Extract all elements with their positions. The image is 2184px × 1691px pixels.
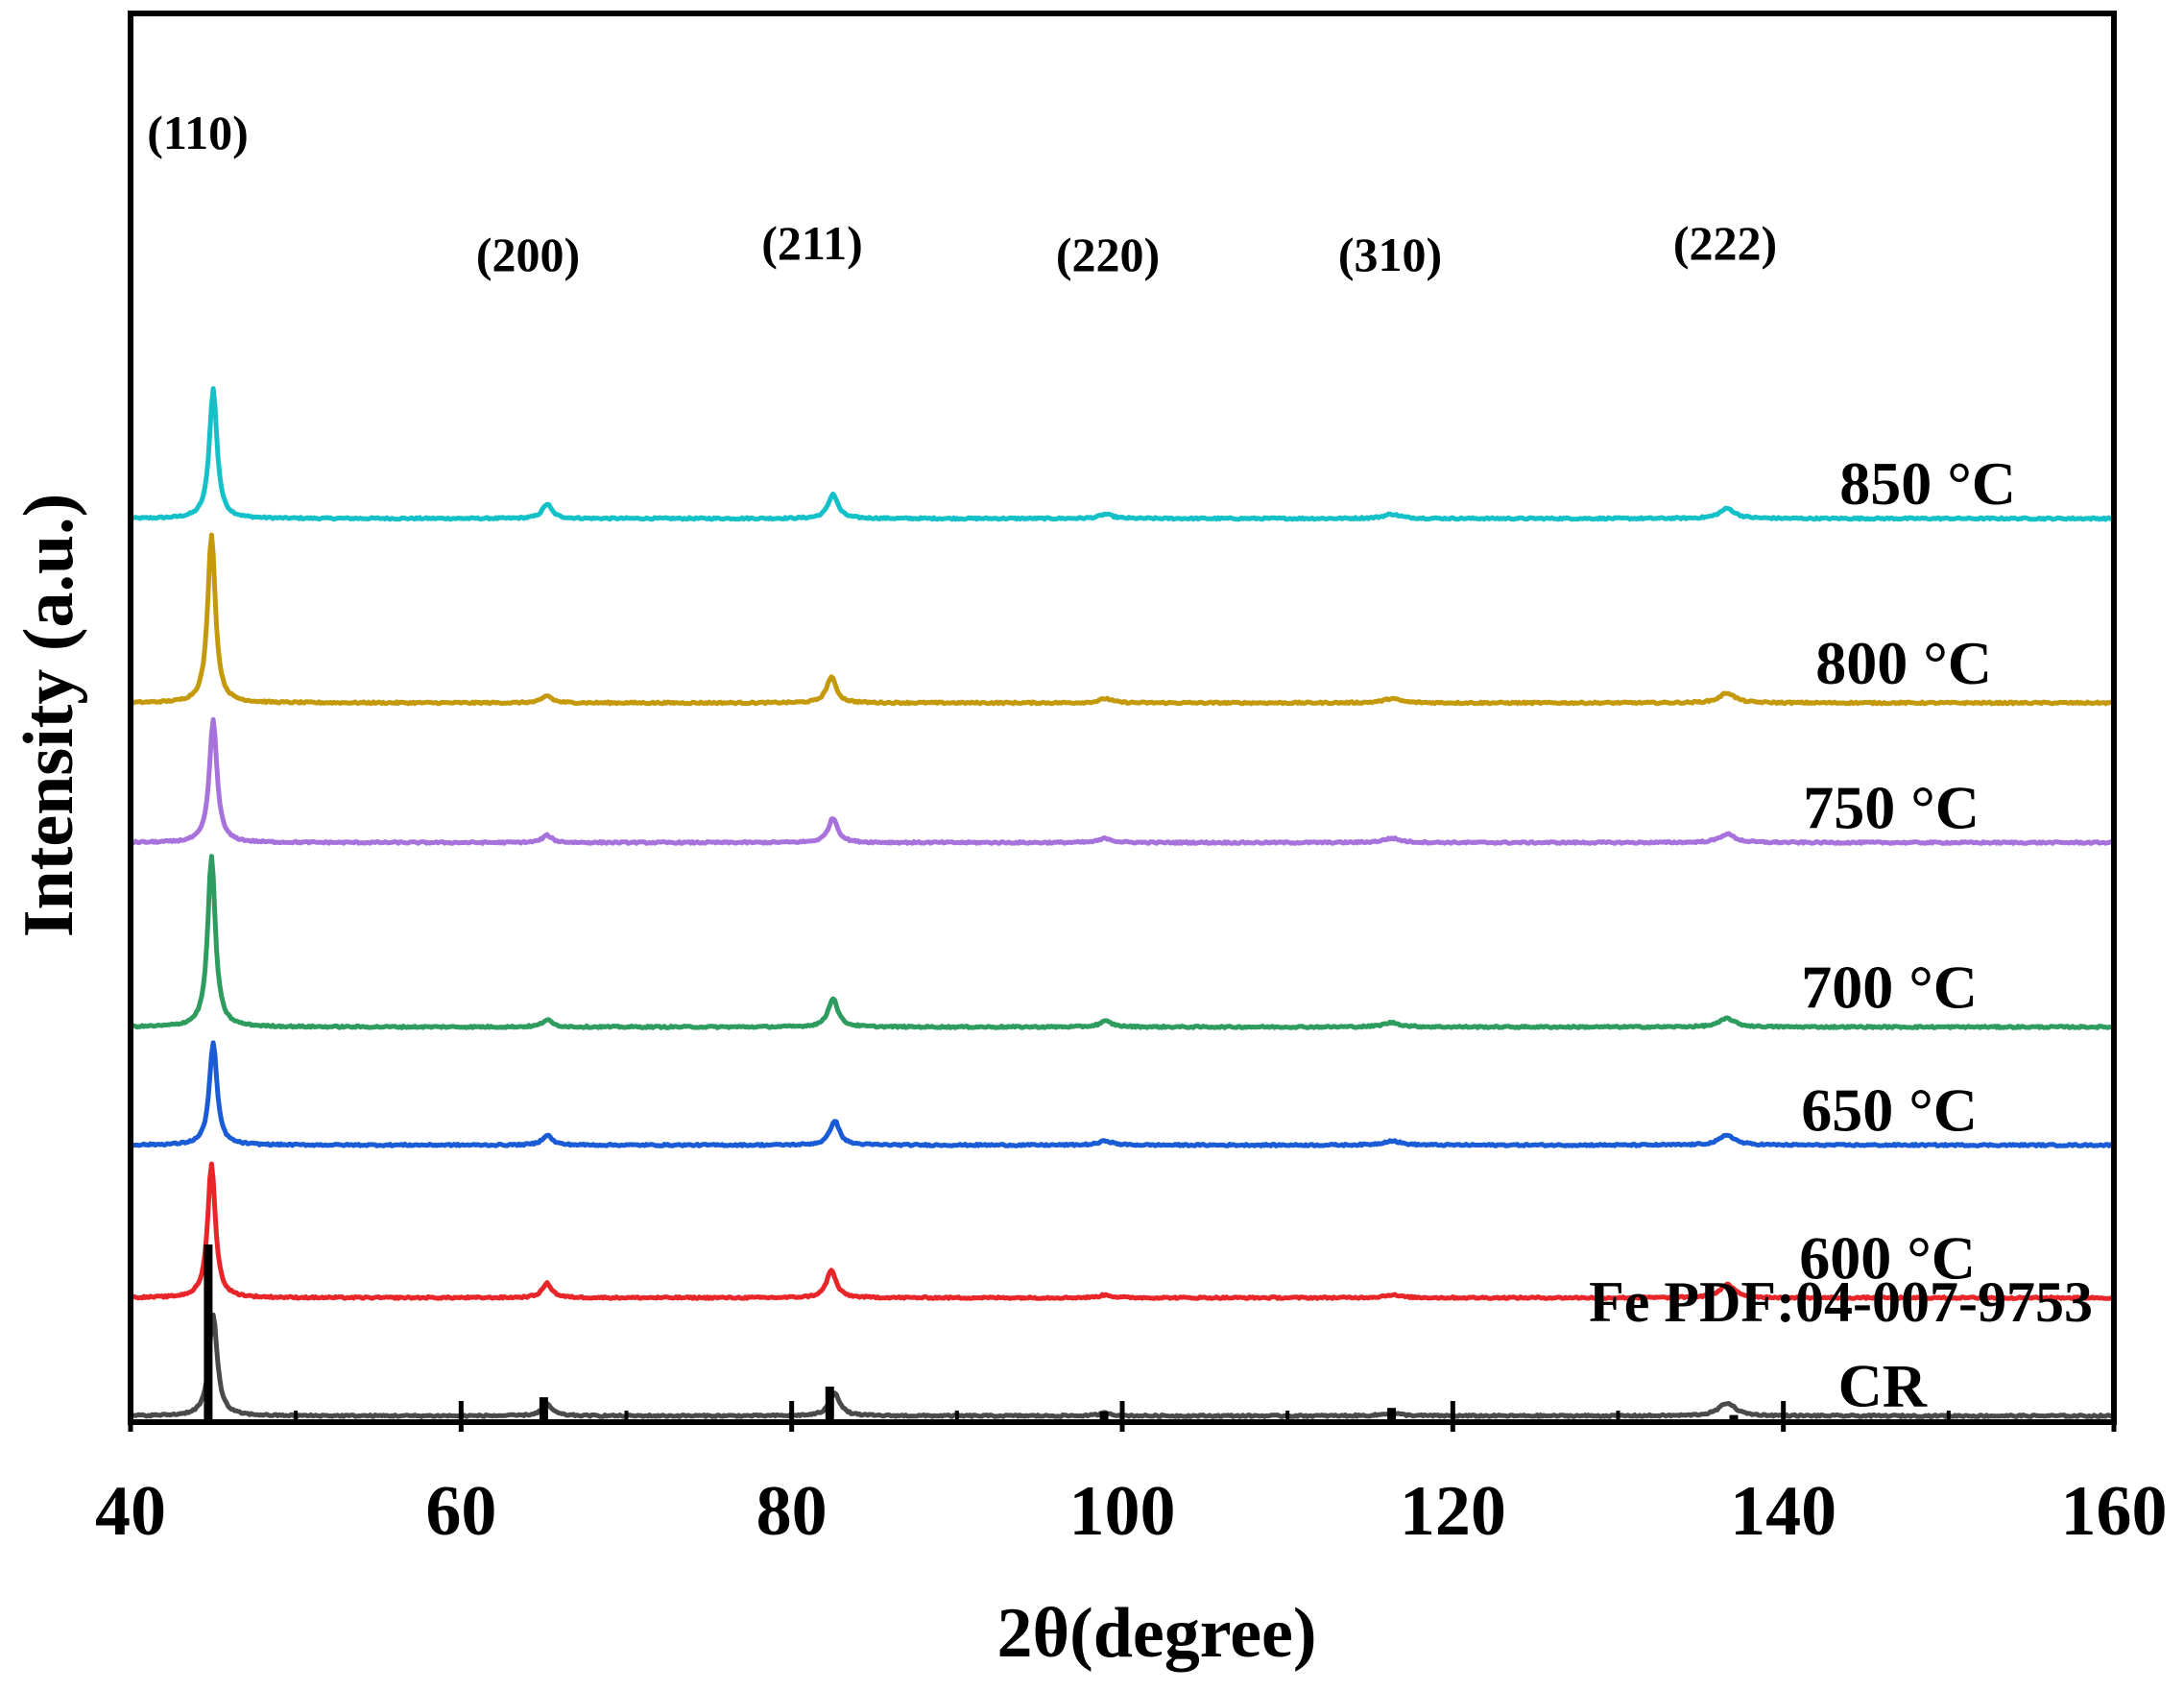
reference-label: Fe PDF:04-007-9753 — [1589, 1270, 2093, 1334]
series-line-600-c — [130, 1161, 2115, 1301]
x-tick-label: 60 — [425, 1472, 496, 1551]
peak-index-label: (200) — [476, 228, 580, 281]
peak-index-label: (110) — [147, 106, 249, 159]
x-tick-label: 100 — [1069, 1472, 1176, 1551]
series-label-650-c: 650 °C — [1801, 1076, 1978, 1145]
y-axis-title: Intensity (a.u.) — [10, 494, 88, 938]
plot-frame — [128, 11, 2117, 1425]
series-line-850-c — [130, 386, 2115, 522]
series-line-650-c — [130, 1040, 2116, 1148]
x-tick-label: 120 — [1400, 1472, 1506, 1551]
peak-index-label: (310) — [1338, 228, 1442, 281]
x-tick-label: 40 — [95, 1472, 166, 1551]
peak-index-label: (211) — [761, 216, 863, 270]
x-tick-label: 80 — [756, 1472, 828, 1551]
series-label-700-c: 700 °C — [1801, 954, 1978, 1022]
series-line-800-c — [129, 532, 2115, 707]
series-label-cr: CR — [1838, 1352, 1928, 1420]
peak-index-label: (222) — [1673, 216, 1777, 270]
x-tick-label: 160 — [2061, 1472, 2168, 1551]
x-tick-label: 140 — [1730, 1472, 1836, 1551]
series-line-700-c — [129, 854, 2115, 1030]
series-label-800-c: 800 °C — [1815, 629, 1992, 697]
text-labels: 850 °C 800 °C 750 °C 700 °C 650 °C 600 °C CR Fe… — [147, 106, 2093, 1420]
x-axis-ticks: 40 60 80 100 120 140 160 — [95, 1401, 2168, 1551]
reference-sticks — [204, 1244, 1739, 1422]
series-label-600-c: 600 °C — [1799, 1224, 1976, 1292]
x-axis-title: 2θ(degree) — [996, 1594, 1316, 1673]
series-label-850-c: 850 °C — [1839, 449, 2016, 518]
series-label-750-c: 750 °C — [1803, 774, 1980, 842]
plot-border — [128, 11, 2117, 1425]
peak-index-label: (220) — [1056, 228, 1160, 281]
series-line-750-c — [130, 716, 2115, 846]
